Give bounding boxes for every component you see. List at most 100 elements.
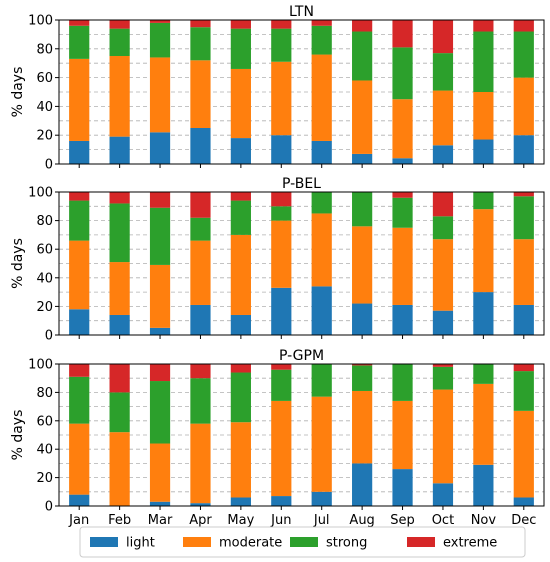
bar-segment-extreme-oct (432, 364, 454, 367)
bar-segment-moderate-may (230, 234, 251, 315)
chart-panel-0: 0 20 40 60 80 100 LTN % days (10, 4, 545, 173)
bar-segment-strong-jan (69, 200, 90, 241)
legend-swatch-extreme (407, 537, 435, 547)
chart-title: LTN (289, 4, 314, 20)
bar-segment-moderate-nov (473, 92, 494, 140)
bar-segment-moderate-oct (432, 90, 454, 146)
bar-segment-strong-may (230, 372, 251, 423)
bar-segment-light-jan (69, 140, 90, 164)
bar-segment-extreme-dec (513, 20, 534, 32)
bar-segment-light-aug (352, 153, 373, 164)
x-tick-label-oct: Oct (432, 513, 454, 528)
bar-segment-moderate-sep (392, 99, 413, 159)
x-tick-label-aug: Aug (349, 513, 374, 528)
bar-segment-light-jun (271, 135, 292, 164)
bar-segment-strong-nov (473, 192, 494, 210)
bar-segment-extreme-apr (190, 364, 211, 379)
bar-segment-extreme-jun (271, 192, 292, 207)
bar-segment-light-aug (352, 463, 373, 506)
bar-segment-light-oct (432, 145, 454, 164)
bar-segment-strong-sep (392, 197, 413, 228)
bar-segment-strong-dec (513, 196, 534, 240)
bar-segment-strong-nov (473, 31, 494, 92)
bar-segment-strong-jul (311, 25, 332, 55)
y-tick-label: 40 (36, 100, 53, 115)
y-tick-label: 0 (45, 158, 53, 173)
x-tick-label-jun: Jun (270, 513, 291, 528)
bar-segment-strong-jan (69, 376, 90, 424)
bar-segment-moderate-feb (109, 56, 130, 137)
y-tick-label: 20 (36, 471, 53, 486)
bar-segment-strong-jun (271, 206, 292, 221)
bar-segment-extreme-jan (69, 364, 90, 377)
bar-segment-extreme-apr (190, 20, 211, 28)
bar-segment-moderate-dec (513, 239, 534, 305)
bar-segment-light-apr (190, 503, 211, 506)
bar-segment-strong-dec (513, 371, 534, 411)
legend-swatch-light (90, 537, 118, 547)
bar-segment-strong-oct (432, 53, 454, 91)
y-axis-label: % days (10, 238, 26, 289)
legend-label-extreme: extreme (443, 536, 497, 551)
y-tick-label: 60 (36, 71, 53, 86)
legend-swatch-strong (290, 537, 318, 547)
bar-segment-moderate-mar (149, 443, 171, 502)
x-tick-label-feb: Feb (108, 513, 131, 528)
bar-segment-light-feb (109, 314, 130, 335)
bar-segment-moderate-apr (190, 60, 211, 128)
bar-segment-strong-oct (432, 216, 454, 240)
bar-segment-extreme-dec (513, 192, 534, 197)
bar-segment-strong-mar (149, 22, 171, 58)
x-tick-label-mar: Mar (148, 513, 173, 528)
y-tick-label: 0 (45, 329, 53, 344)
bar-segment-moderate-jan (69, 240, 90, 310)
chart-title: P-BEL (282, 176, 321, 192)
bar-segment-light-jan (69, 309, 90, 335)
bar-segment-extreme-jul (311, 20, 332, 26)
bar-segment-moderate-feb (109, 262, 130, 315)
legend-label-moderate: moderate (219, 536, 282, 551)
bar-segment-moderate-jun (271, 61, 292, 136)
bar-segment-extreme-mar (149, 20, 171, 23)
axes-frame (58, 363, 545, 507)
bar-segment-light-mar (149, 501, 171, 506)
bar-segment-light-dec (513, 304, 534, 335)
bar-segment-extreme-oct (432, 20, 454, 54)
bar-segment-light-aug (352, 303, 373, 335)
bar-segment-light-sep (392, 469, 413, 506)
bar-segment-light-feb (109, 136, 130, 164)
bar-segment-light-may (230, 138, 251, 164)
bar-segment-light-nov (473, 292, 494, 335)
bar-segment-light-mar (149, 327, 171, 335)
bar-segment-moderate-jan (69, 423, 90, 495)
bar-segment-strong-feb (109, 28, 130, 56)
bar-segment-moderate-mar (149, 264, 171, 328)
bar-segment-strong-oct (432, 366, 454, 390)
x-tick-label-nov: Nov (471, 513, 497, 528)
bar-segment-light-dec (513, 497, 534, 506)
bar-segment-moderate-nov (473, 209, 494, 293)
bar-segment-light-oct (432, 310, 454, 335)
y-tick-label: 80 (36, 214, 53, 229)
bar-segment-extreme-jan (69, 192, 90, 201)
bar-segment-moderate-mar (149, 57, 171, 133)
chart-panel-2: 0 20 40 60 80 100 Jan Feb Mar Apr May Jun Jul Aug Sep O… (10, 348, 545, 528)
bar-segment-extreme-oct (432, 192, 454, 217)
bar-segment-moderate-may (230, 68, 251, 139)
bar-segment-light-jun (271, 287, 292, 335)
bar-segment-strong-mar (149, 207, 171, 265)
bar-segment-strong-aug (352, 31, 373, 81)
bar-segment-strong-aug (352, 365, 373, 391)
x-tick-label-jul: Jul (313, 513, 330, 528)
bar-segment-strong-jun (271, 28, 292, 62)
bar-segment-light-jul (311, 491, 332, 506)
bar-segment-moderate-jun (271, 220, 292, 288)
legend: light moderate strong extreme (79, 526, 526, 558)
x-tick-label-sep: Sep (390, 513, 415, 528)
y-axis-label: % days (10, 67, 26, 118)
bar-segment-strong-apr (190, 217, 211, 241)
bar-segment-extreme-may (230, 20, 251, 29)
legend-label-light: light (126, 536, 155, 551)
bar-segment-strong-apr (190, 378, 211, 424)
bar-segment-moderate-jan (69, 58, 90, 141)
